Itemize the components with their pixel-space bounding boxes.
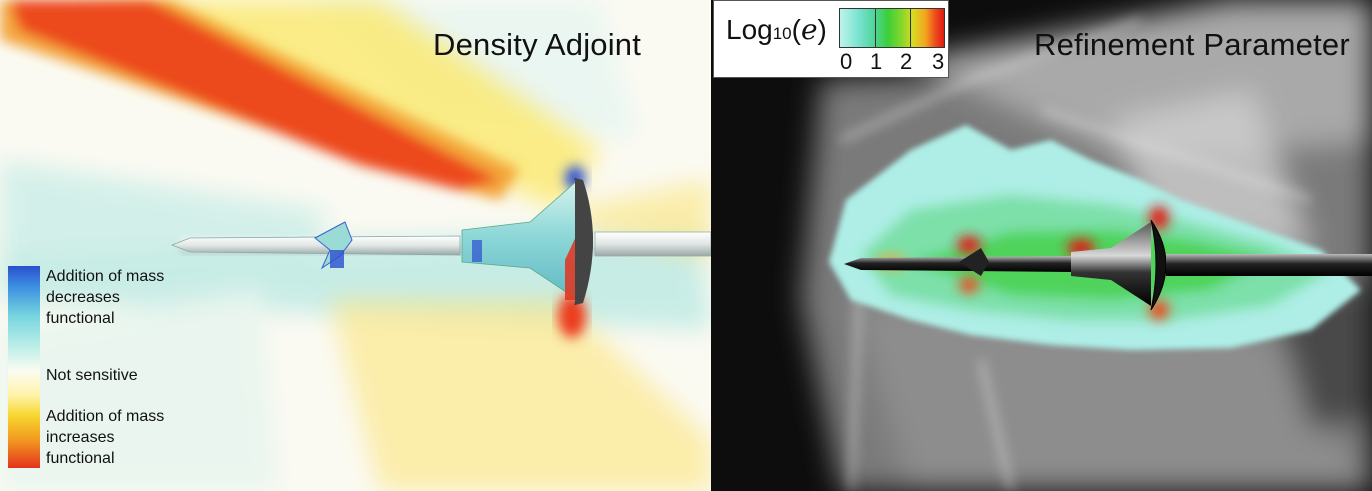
colorbar-tick-0: 0 bbox=[840, 49, 853, 74]
legend-label-line: functional bbox=[46, 450, 115, 467]
log-colorbar bbox=[839, 8, 945, 48]
refinement-field bbox=[711, 0, 1372, 491]
refinement-parameter-title: Refinement Parameter bbox=[1034, 27, 1350, 62]
colorbar-tick-line bbox=[910, 9, 911, 47]
colorbar-tick-line bbox=[875, 9, 876, 47]
log-title-subscript: 10 bbox=[772, 24, 792, 43]
log-colorbar-title: Log10(e) bbox=[726, 13, 827, 46]
legend-label-not-sensitive: Not sensitive bbox=[46, 367, 138, 384]
legend-label-line: Addition of mass bbox=[46, 408, 165, 425]
density-adjoint-title: Density Adjoint bbox=[433, 27, 642, 62]
log-title-close: ) bbox=[817, 14, 827, 45]
colorbar-tick-1: 1 bbox=[870, 49, 883, 74]
sensitivity-legend: Addition of mass decreases functional No… bbox=[8, 266, 228, 472]
colorbar-tick-3: 3 bbox=[932, 49, 945, 74]
log-title-variable: e bbox=[800, 13, 818, 46]
log-title-open: ( bbox=[791, 14, 801, 45]
colorbar-tick-2: 2 bbox=[900, 49, 913, 74]
legend-label-line: functional bbox=[46, 310, 115, 327]
refinement-parameter-panel: Refinement Parameter Log10(e) 0 1 2 3 bbox=[711, 0, 1372, 491]
legend-label-line: Addition of mass bbox=[46, 268, 165, 285]
density-adjoint-panel: Density Adjoint Addition of mass decreas… bbox=[0, 0, 711, 491]
sensitivity-colorbar bbox=[8, 266, 40, 468]
legend-label-line: increases bbox=[46, 429, 115, 446]
log-colorbar-legend: Log10(e) 0 1 2 3 bbox=[713, 0, 949, 78]
density-adjoint-field bbox=[0, 0, 711, 491]
legend-label-decreases: Addition of mass decreases functional bbox=[46, 266, 206, 329]
legend-label-increases: Addition of mass increases functional bbox=[46, 406, 206, 469]
log-title-prefix: Log bbox=[726, 14, 773, 45]
legend-label-line: decreases bbox=[46, 289, 120, 306]
